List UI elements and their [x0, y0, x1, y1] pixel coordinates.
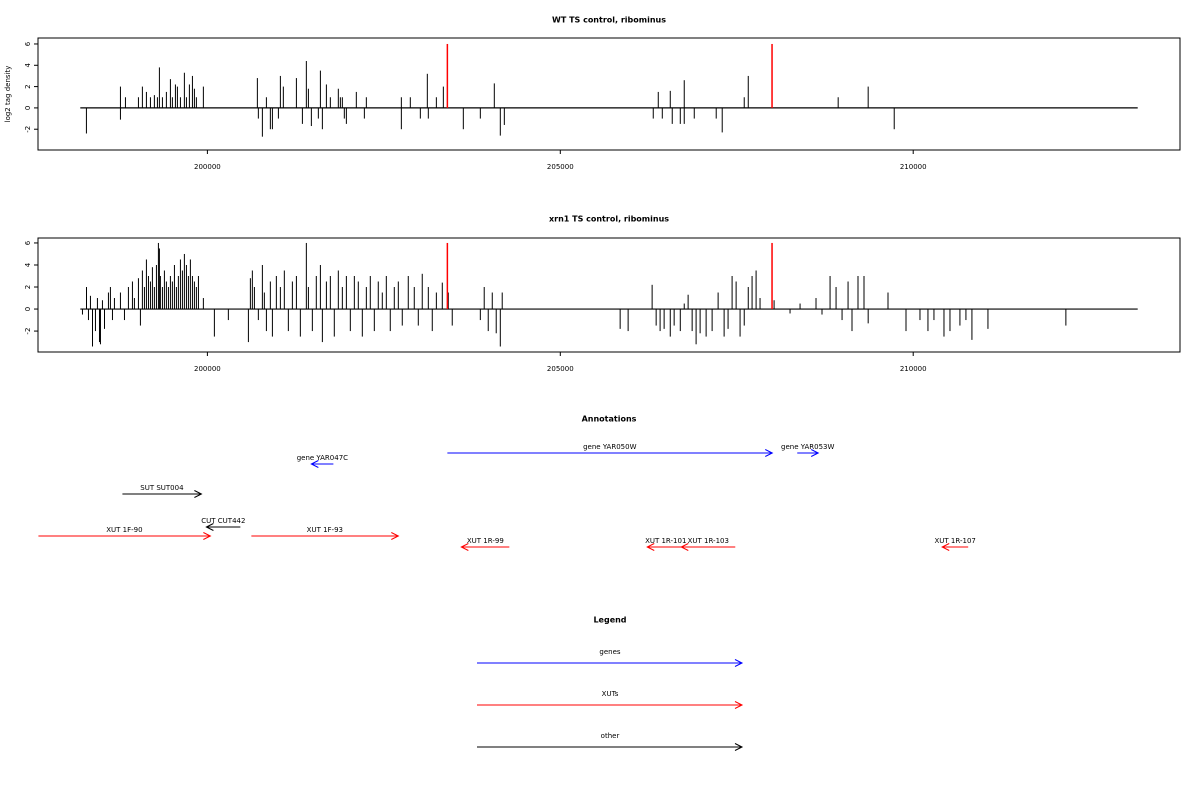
feature-arrow — [205, 523, 241, 531]
legend-label: XUTs — [602, 690, 619, 698]
y-tick-label: 0 — [24, 307, 32, 311]
x-tick-label: 200000 — [194, 365, 221, 373]
y-tick-label: 6 — [24, 41, 32, 46]
y-tick-label: 4 — [24, 63, 32, 68]
y-tick-label: 0 — [24, 106, 32, 110]
plot-frame — [37, 37, 1181, 151]
y-axis-label: log2 tag density — [4, 66, 12, 123]
legend-arrow — [477, 659, 744, 667]
legend-label: genes — [599, 648, 620, 656]
x-tick-label: 205000 — [547, 163, 574, 171]
feature-arrow — [447, 449, 774, 457]
feature-label: XUT 1R-103 — [688, 537, 729, 545]
feature-label: XUT 1F-93 — [307, 526, 343, 534]
feature-arrow — [122, 490, 203, 498]
feature-arrow — [797, 449, 820, 457]
legend-label: other — [601, 732, 620, 740]
feature-label: XUT 1R-101 — [645, 537, 686, 545]
feature-arrow — [941, 543, 969, 551]
y-tick-label: -2 — [24, 126, 32, 133]
feature-label: CUT CUT442 — [201, 517, 245, 525]
feature-arrow — [680, 543, 736, 551]
x-tick-label: 210000 — [900, 163, 927, 171]
y-tick-label: 2 — [24, 84, 32, 88]
feature-arrow — [460, 543, 510, 551]
feature-label: XUT 1F-90 — [106, 526, 142, 534]
x-tick-label: 200000 — [194, 163, 221, 171]
feature-arrow — [310, 460, 334, 468]
legend-title: Legend — [593, 616, 626, 625]
feature-label: gene YAR050W — [583, 443, 636, 451]
legend-arrow — [477, 743, 744, 751]
feature-label: gene YAR047C — [297, 454, 348, 462]
y-tick-label: 4 — [24, 262, 32, 267]
chart-title: WT TS control, ribominus — [552, 16, 666, 25]
feature-arrow — [38, 532, 212, 540]
x-tick-label: 210000 — [900, 365, 927, 373]
feature-label: gene YAR053W — [781, 443, 834, 451]
annotation-title: Annotations — [582, 415, 637, 424]
y-tick-label: 6 — [24, 240, 32, 245]
y-tick-label: -2 — [24, 328, 32, 335]
feature-label: SUT SUT004 — [140, 484, 184, 492]
feature-arrow — [646, 543, 685, 551]
feature-arrow — [251, 532, 400, 540]
x-tick-label: 205000 — [547, 365, 574, 373]
chart-title: xrn1 TS control, ribominus — [549, 215, 669, 224]
y-tick-label: 2 — [24, 285, 32, 289]
feature-label: XUT 1R-99 — [467, 537, 504, 545]
legend-arrow — [477, 701, 744, 709]
plot-frame — [37, 237, 1181, 353]
feature-label: XUT 1R-107 — [935, 537, 976, 545]
